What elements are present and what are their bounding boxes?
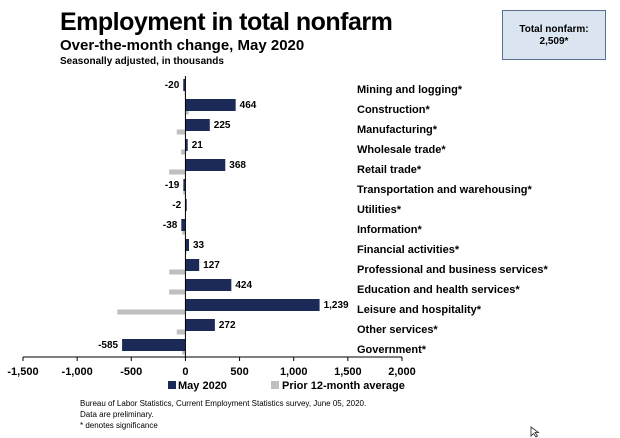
value-label: 1,239 [324,300,349,311]
value-label: 368 [229,160,246,171]
value-label: -2 [172,200,181,211]
bar-may-2020 [185,299,320,311]
category-label: Information* [357,224,422,236]
x-tick-label: 500 [230,366,248,378]
value-label: -20 [165,80,180,91]
category-label: Manufacturing* [357,124,438,136]
x-tick-label: -500 [120,366,142,378]
bar-may-2020 [185,139,188,151]
category-label: Professional and business services* [357,264,548,276]
bar-may-2020 [122,339,186,351]
bar-may-2020 [185,319,215,331]
category-label: Wholesale trade* [357,144,446,156]
value-label: 225 [214,120,231,131]
x-tick-label: 1,000 [280,366,308,378]
chart-title: Employment in total nonfarm [60,8,393,36]
bar-may-2020 [185,159,226,171]
category-label: Other services* [357,324,438,336]
bar-may-2020 [185,279,232,291]
bar-may-2020 [185,119,210,131]
bar-prior-average [185,249,187,255]
x-tick-label: -1,000 [62,366,93,378]
bar-prior-average [169,269,186,275]
source-note: Bureau of Labor Statistics, Current Empl… [80,398,366,431]
mouse-pointer-icon [530,426,540,438]
bar-may-2020 [185,239,190,251]
value-label: 272 [219,320,236,331]
value-label: 21 [192,140,204,151]
units-note: Seasonally adjusted, in thousands [60,56,224,67]
total-nonfarm-value: 2,509* [539,36,569,47]
category-label: Construction* [357,104,430,116]
total-nonfarm-box: Total nonfarm: 2,509* [502,10,606,60]
category-label: Financial activities* [357,244,460,256]
bar-prior-average [169,289,186,295]
bar-may-2020 [181,219,186,231]
bar-prior-average [182,349,186,355]
x-tick-label: 1,500 [334,366,362,378]
bar-prior-average [117,309,186,315]
category-label: Utilities* [357,204,402,216]
x-tick-label: -1,500 [7,366,38,378]
value-label: -19 [165,180,180,191]
value-label: -38 [163,220,178,231]
bar-may-2020 [185,259,200,271]
legend-swatch-may-2020 [168,381,176,389]
bar-prior-average [176,329,186,335]
significance-line: * denotes significance [80,421,158,430]
bar-prior-average [182,229,186,235]
value-label: 33 [193,240,205,251]
legend-swatch-prior-average [271,381,279,389]
category-label: Retail trade* [357,164,422,176]
legend-label-may-2020: May 2020 [178,380,227,392]
category-label: Government* [357,344,427,356]
bar-prior-average [169,169,186,175]
x-tick-label: 0 [182,366,188,378]
category-label: Leisure and hospitality* [357,304,482,316]
bar-may-2020 [183,179,186,191]
bar-prior-average [185,109,189,115]
category-label: Transportation and warehousing* [357,184,533,196]
category-label: Mining and logging* [357,84,463,96]
value-label: 424 [235,280,252,291]
value-label: -585 [98,340,118,351]
source-line: Bureau of Labor Statistics, Current Empl… [80,399,367,408]
chart-subtitle: Over-the-month change, May 2020 [60,37,305,54]
legend-label-prior-average: Prior 12-month average [282,380,405,392]
x-tick-label: 2,000 [388,366,416,378]
total-nonfarm-label: Total nonfarm: [519,24,589,35]
bar-may-2020 [185,199,187,211]
bar-may-2020 [185,99,236,111]
preliminary-line: Data are preliminary. [80,410,154,419]
bar-prior-average [183,189,186,195]
bar-may-2020 [183,79,186,91]
value-label: 127 [203,260,220,271]
bar-prior-average [181,149,186,155]
bar-prior-average [176,129,186,135]
value-label: 464 [240,100,257,111]
category-label: Education and health services* [357,284,520,296]
